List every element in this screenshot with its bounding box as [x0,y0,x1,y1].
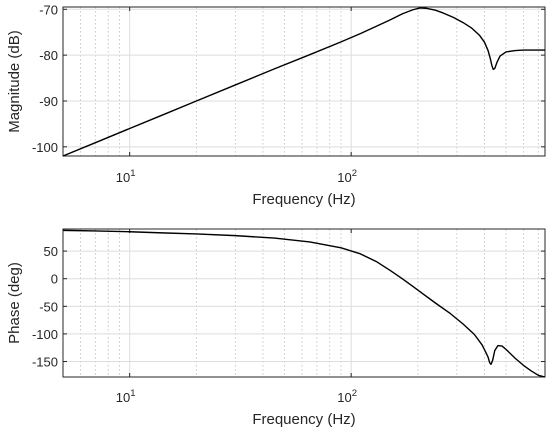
phase-y-tick-label: -50 [39,299,58,314]
magnitude-series-line [62,7,545,157]
phase-y-tick-label: -100 [32,327,58,342]
phase-major-grid [63,229,545,377]
phase-y-tick-label: -150 [32,355,58,370]
magnitude-minor-grid [80,7,539,156]
phase-y-tick-label: 0 [51,272,58,287]
phase-x-tick-label: 101 [116,388,136,405]
phase-y-axis-label: Phase (deg) [6,262,23,344]
magnitude-y-tick-label: -100 [32,140,58,155]
phase-plot: -150 -100 -50 0 50 101 102 Frequency (Hz) Phase … [6,228,546,428]
phase-y-tick-label: 50 [44,244,58,259]
magnitude-x-tick-label: 102 [337,168,357,185]
phase-minor-grid [80,229,539,377]
magnitude-axes-box [62,6,546,157]
magnitude-y-tick-label: -90 [39,94,58,109]
phase-series-line [62,229,546,378]
magnitude-y-axis-label: Magnitude (dB) [6,30,23,133]
magnitude-ticks [63,7,545,156]
magnitude-y-tick-label: -80 [39,48,58,63]
phase-x-axis-label: Frequency (Hz) [252,411,355,428]
magnitude-plot: -100 -90 -80 -70 101 102 Frequency (Hz) Magnitu… [6,2,546,208]
magnitude-x-axis-label: Frequency (Hz) [252,191,355,208]
magnitude-x-tick-label: 101 [116,168,136,185]
magnitude-major-grid [63,7,545,156]
magnitude-y-tick-label: -70 [39,2,58,17]
phase-axes-box [62,228,546,378]
phase-x-tick-label: 102 [337,388,357,405]
